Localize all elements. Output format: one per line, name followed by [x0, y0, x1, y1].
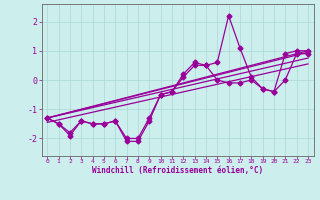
X-axis label: Windchill (Refroidissement éolien,°C): Windchill (Refroidissement éolien,°C) — [92, 166, 263, 175]
